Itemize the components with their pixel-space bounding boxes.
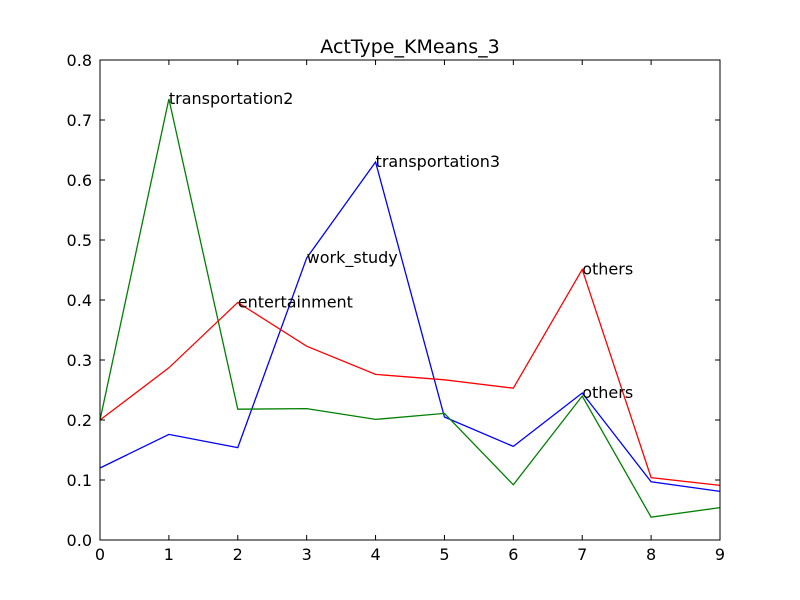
chart-title: ActType_KMeans_3 <box>320 36 499 58</box>
y-tick-label: 0.0 <box>67 531 92 550</box>
y-tick-label: 0.6 <box>67 171 92 190</box>
series-line-1 <box>99 160 721 493</box>
y-tick-label: 0.5 <box>67 231 92 250</box>
series-line-3 <box>99 267 721 487</box>
y-tick-label: 0.8 <box>67 51 92 70</box>
x-tick-label: 9 <box>715 545 725 564</box>
y-tick-label: 0.4 <box>67 291 92 310</box>
y-tick-label: 0.3 <box>67 351 92 370</box>
annotation-label: others <box>582 383 633 402</box>
x-tick-label: 8 <box>646 545 656 564</box>
annotation-label: entertainment <box>238 292 353 311</box>
x-tick-label: 2 <box>233 545 243 564</box>
x-tick-label: 4 <box>370 545 380 564</box>
x-tick-label: 0 <box>95 545 105 564</box>
annotations: transportation2 transportation3 work_study… <box>169 89 633 402</box>
x-tick-label: 7 <box>577 545 587 564</box>
x-tick-label: 3 <box>302 545 312 564</box>
x-tick-label: 1 <box>164 545 174 564</box>
x-tick-label: 5 <box>439 545 449 564</box>
annotation-label: work_study <box>307 248 398 268</box>
axis-ticks: 0 1 2 3 4 5 6 7 8 9 0.0 0.1 0.2 0.3 0.4 0.5 0.6 0.7 0.8 <box>67 51 726 564</box>
y-tick-label: 0.7 <box>67 111 92 130</box>
x-tick-label: 6 <box>508 545 518 564</box>
y-tick-label: 0.1 <box>67 471 92 490</box>
plot-area-frame <box>99 59 721 541</box>
annotation-label: transportation2 <box>169 89 294 108</box>
series-layer <box>99 98 721 518</box>
annotation-label: transportation3 <box>376 152 501 171</box>
y-tick-label: 0.2 <box>67 411 92 430</box>
series-line-2 <box>99 98 721 518</box>
annotation-label: others <box>582 259 633 278</box>
